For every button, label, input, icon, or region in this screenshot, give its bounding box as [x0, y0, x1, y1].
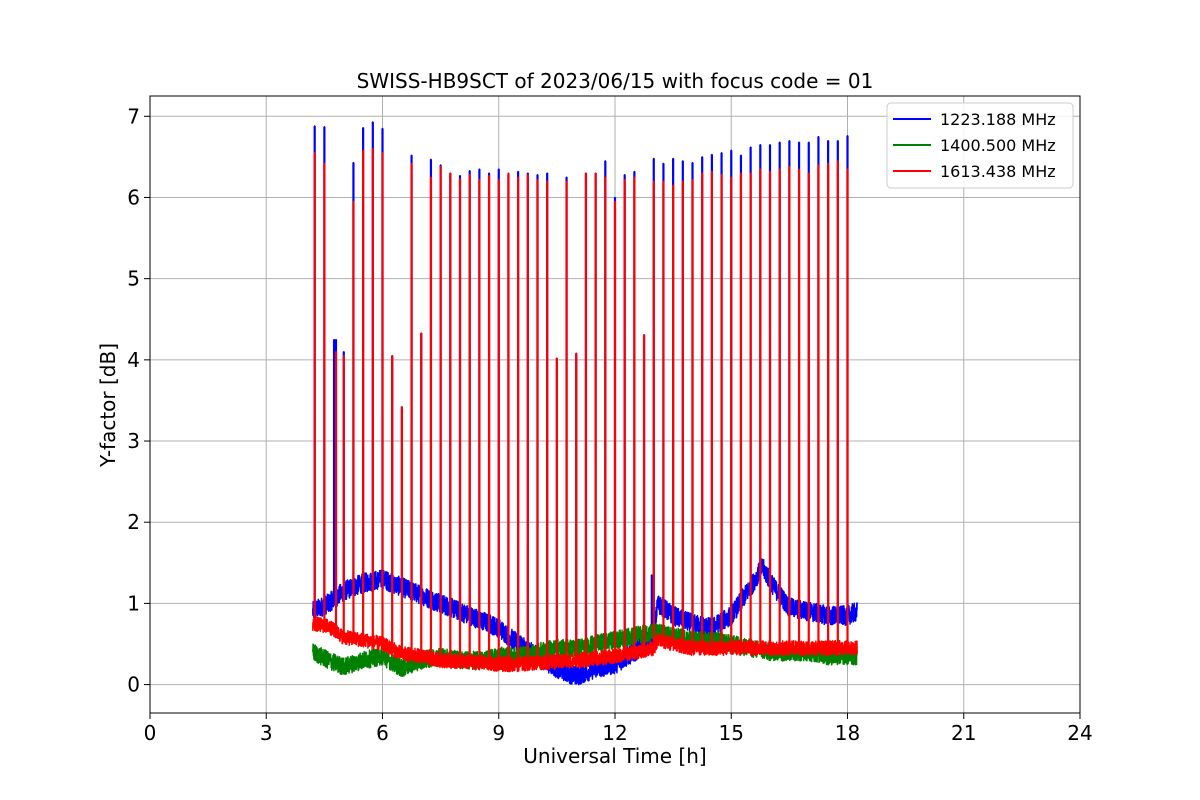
x-tick-label: 9: [492, 721, 505, 745]
series-line: [312, 148, 858, 673]
y-tick-label: 2: [127, 510, 140, 534]
x-tick-label: 0: [144, 721, 157, 745]
y-tick-label: 1: [127, 591, 140, 615]
y-tick-label: 7: [127, 104, 140, 128]
legend-label-1613: 1613.438 MHz: [940, 162, 1056, 181]
y-tick-label: 3: [127, 429, 140, 453]
legend: 1223.188 MHz 1400.500 MHz 1613.438 MHz: [886, 102, 1074, 189]
x-tick-label: 3: [260, 721, 273, 745]
x-tick-label: 18: [835, 721, 860, 745]
x-tick-label: 21: [951, 721, 976, 745]
series-layer: [312, 121, 858, 686]
x-axis: 0 3 6 9 12 15 18 21 24: [144, 713, 1093, 745]
x-tick-label: 12: [602, 721, 627, 745]
legend-box: [886, 102, 1074, 189]
x-axis-label: Universal Time [h]: [523, 744, 706, 768]
chart-title: SWISS-HB9SCT of 2023/06/15 with focus co…: [357, 69, 874, 93]
legend-label-1400: 1400.500 MHz: [940, 136, 1056, 155]
series-1613438: [312, 148, 858, 673]
y-tick-label: 4: [127, 348, 140, 372]
x-tick-label: 15: [719, 721, 744, 745]
y-tick-label: 5: [127, 267, 140, 291]
y-tick-label: 6: [127, 185, 140, 209]
y-axis-label: Y-factor [dB]: [96, 343, 120, 468]
y-axis: 0 1 2 3 4 5 6 7: [127, 104, 150, 697]
x-tick-label: 24: [1067, 721, 1092, 745]
y-tick-label: 0: [127, 673, 140, 697]
x-tick-label: 6: [376, 721, 389, 745]
legend-label-1223: 1223.188 MHz: [940, 110, 1056, 129]
